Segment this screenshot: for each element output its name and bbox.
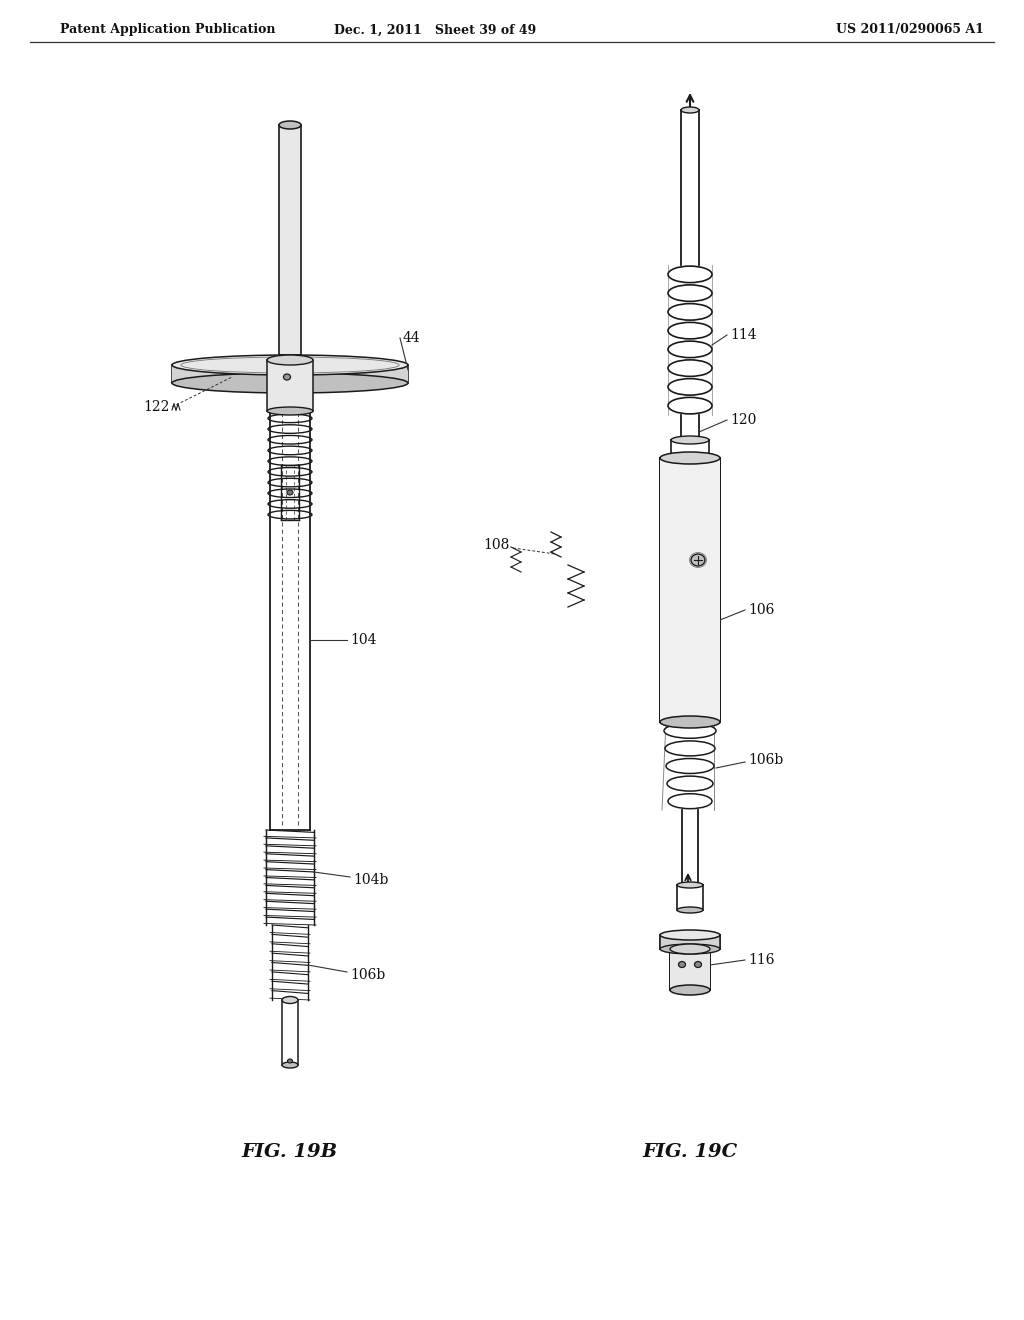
Ellipse shape bbox=[667, 776, 713, 791]
Ellipse shape bbox=[282, 1063, 298, 1068]
Ellipse shape bbox=[287, 490, 293, 495]
Text: 106: 106 bbox=[748, 603, 774, 616]
Text: FIG. 19B: FIG. 19B bbox=[242, 1143, 338, 1162]
Ellipse shape bbox=[279, 121, 301, 129]
Text: 106b: 106b bbox=[748, 752, 783, 767]
Ellipse shape bbox=[668, 285, 712, 301]
Ellipse shape bbox=[284, 374, 291, 380]
Text: 106b: 106b bbox=[350, 968, 385, 982]
Text: Dec. 1, 2011   Sheet 39 of 49: Dec. 1, 2011 Sheet 39 of 49 bbox=[334, 24, 537, 37]
Ellipse shape bbox=[664, 723, 716, 738]
Ellipse shape bbox=[660, 931, 720, 940]
Ellipse shape bbox=[668, 304, 712, 321]
Ellipse shape bbox=[668, 322, 712, 339]
Ellipse shape bbox=[666, 759, 714, 774]
Bar bbox=[267, 360, 313, 411]
Text: 122: 122 bbox=[143, 400, 170, 414]
Ellipse shape bbox=[267, 407, 313, 414]
Ellipse shape bbox=[282, 997, 298, 1003]
Bar bbox=[279, 125, 301, 355]
Text: 44: 44 bbox=[403, 331, 421, 345]
Ellipse shape bbox=[172, 355, 408, 375]
Text: 116: 116 bbox=[748, 953, 774, 968]
Ellipse shape bbox=[668, 341, 712, 358]
Ellipse shape bbox=[671, 436, 709, 444]
Ellipse shape bbox=[670, 985, 710, 995]
Ellipse shape bbox=[668, 360, 712, 376]
Bar bbox=[172, 366, 408, 383]
Bar bbox=[660, 935, 720, 949]
Ellipse shape bbox=[267, 355, 313, 366]
Ellipse shape bbox=[679, 961, 685, 968]
Ellipse shape bbox=[681, 107, 699, 114]
Ellipse shape bbox=[660, 451, 720, 465]
Text: 104: 104 bbox=[350, 634, 377, 647]
Ellipse shape bbox=[677, 907, 703, 913]
Ellipse shape bbox=[677, 882, 703, 888]
Ellipse shape bbox=[694, 961, 701, 968]
Text: 108: 108 bbox=[483, 539, 510, 552]
Ellipse shape bbox=[668, 397, 712, 414]
Text: 120: 120 bbox=[730, 413, 757, 426]
Ellipse shape bbox=[660, 944, 720, 954]
Ellipse shape bbox=[288, 1059, 293, 1063]
Ellipse shape bbox=[660, 715, 720, 729]
Text: Patent Application Publication: Patent Application Publication bbox=[60, 24, 275, 37]
Ellipse shape bbox=[670, 944, 710, 954]
Text: US 2011/0290065 A1: US 2011/0290065 A1 bbox=[836, 24, 984, 37]
Bar bbox=[670, 949, 710, 990]
Text: 114: 114 bbox=[730, 327, 757, 342]
Ellipse shape bbox=[668, 267, 712, 282]
Ellipse shape bbox=[668, 379, 712, 395]
Text: FIG. 19C: FIG. 19C bbox=[642, 1143, 737, 1162]
Ellipse shape bbox=[665, 741, 715, 756]
Text: 104b: 104b bbox=[353, 873, 388, 887]
Bar bbox=[660, 458, 720, 722]
Ellipse shape bbox=[172, 374, 408, 393]
Ellipse shape bbox=[691, 554, 705, 566]
Ellipse shape bbox=[668, 793, 712, 809]
